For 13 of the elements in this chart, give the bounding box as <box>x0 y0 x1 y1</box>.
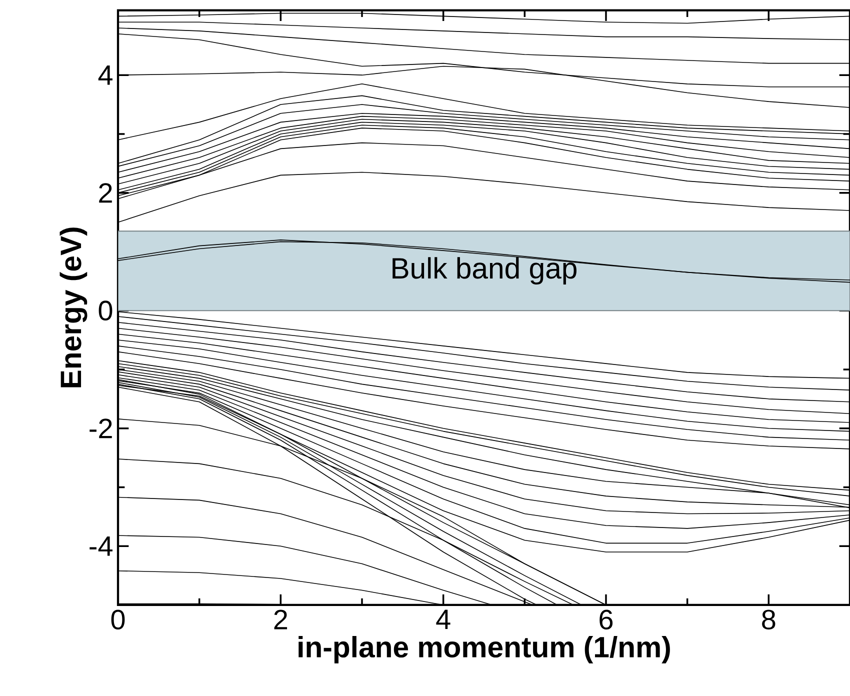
x-tick-label: 4 <box>436 610 450 629</box>
x-tick-label: 0 <box>111 610 125 630</box>
x-axis-title: in-plane momentum (1/nm) <box>298 636 670 664</box>
y-axis-title: Energy (eV) <box>60 228 88 388</box>
x-tick-label: 6 <box>600 610 613 630</box>
band-label: Bulk band gap <box>392 257 576 285</box>
y-tick-label: 0 <box>98 300 112 321</box>
x-tick-label: 8 <box>762 610 776 630</box>
y-tick-label: 2 <box>99 183 112 203</box>
y-tick-label: -4 <box>90 536 112 556</box>
x-tick-label: 2 <box>274 610 288 630</box>
y-tick-label: 4 <box>98 65 112 85</box>
y-tick-label: -2 <box>90 418 112 438</box>
